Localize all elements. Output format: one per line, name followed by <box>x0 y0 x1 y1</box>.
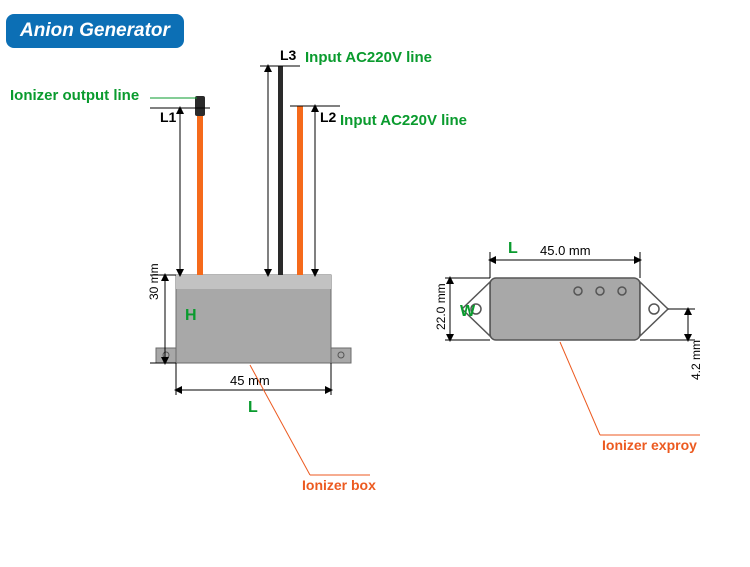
marker-L2: L2 <box>320 109 337 125</box>
dim-W-value: 22.0 mm <box>434 283 448 330</box>
dim-H-arrow-top <box>161 273 169 281</box>
label-input-l3: Input AC220V line <box>305 49 432 66</box>
label-input-l2: Input AC220V line <box>340 112 467 129</box>
dim-flange-value: 4.2 mm <box>689 340 703 380</box>
marker-L3: L3 <box>280 47 297 63</box>
dim-Ltop-arrow-r <box>634 256 642 264</box>
top-flange-right <box>640 282 668 336</box>
dim-L1-arrow-top <box>176 106 184 114</box>
leader-ionizer-box <box>250 365 310 475</box>
marker-H: H <box>185 307 197 324</box>
label-ionizer-exproy: Ionizer exproy <box>602 437 697 453</box>
marker-Ltop: L <box>508 240 518 257</box>
wire-L2 <box>297 106 303 275</box>
dim-Lfront-value: 45 mm <box>230 373 270 388</box>
dim-L2-arrow-top <box>311 104 319 112</box>
wire-L3 <box>278 66 283 275</box>
front-flange-right <box>331 348 351 363</box>
dim-Ltop-arrow-l <box>488 256 496 264</box>
dim-Lfront-arrow-l <box>174 386 182 394</box>
leader-ionizer-exproy <box>560 342 600 435</box>
top-box-body <box>490 278 640 340</box>
dim-flange-arrow-t <box>684 307 692 315</box>
wire-L1-tip <box>195 96 205 116</box>
dim-Ltop-value: 45.0 mm <box>540 243 591 258</box>
dim-Lfront-arrow-r <box>325 386 333 394</box>
label-ionizer-box: Ionizer box <box>302 477 376 493</box>
marker-L1: L1 <box>160 109 177 125</box>
dim-W-arrow-bot <box>446 334 454 342</box>
front-box-highlight <box>176 275 331 289</box>
marker-Lfront: L <box>248 399 258 416</box>
wire-L1 <box>197 106 203 275</box>
dim-H-value: 30 mm <box>147 263 161 300</box>
dim-L3-arrow-top <box>264 64 272 72</box>
diagram-canvas: L1 Ionizer output line L3 Input AC220V l… <box>0 0 750 567</box>
marker-W: W <box>460 303 476 320</box>
dim-W-arrow-top <box>446 276 454 284</box>
label-ionizer-output: Ionizer output line <box>10 87 139 104</box>
